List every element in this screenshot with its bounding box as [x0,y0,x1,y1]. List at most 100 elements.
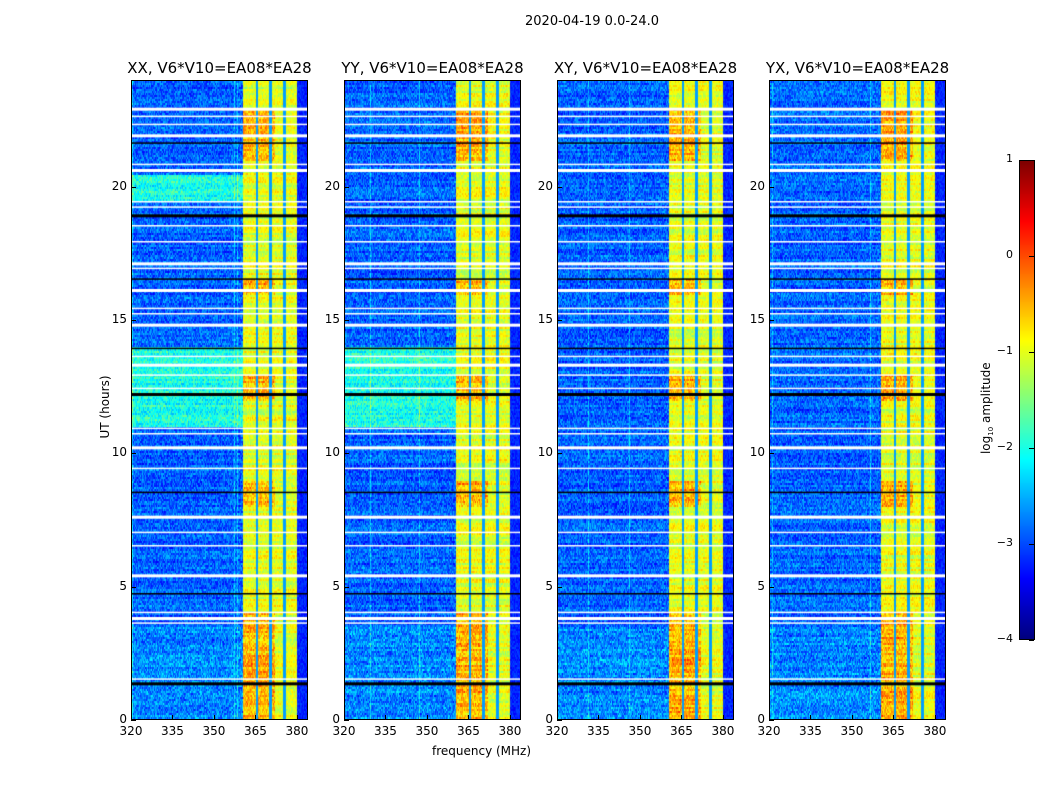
x-tick-label: 320 [757,724,781,738]
x-tick-label: 350 [628,724,652,738]
x-tick-label: 365 [670,724,693,738]
x-tick [426,715,428,720]
colorbar-tick-label: 0 [1006,248,1013,261]
heatmap-image [132,81,307,719]
x-tick [681,715,683,720]
y-tick-label: 15 [537,312,553,326]
colorbar-tick-label: 1 [1006,152,1013,165]
y-tick-label: 0 [757,712,765,726]
colorbar [1019,160,1035,640]
y-tick [344,453,349,455]
colorbar-tick [1029,352,1034,353]
heatmap-panel [344,80,521,720]
y-tick-label: 0 [545,712,553,726]
x-tick-label: 365 [882,724,905,738]
y-tick-label: 5 [545,578,553,593]
x-tick [213,715,215,720]
y-tick [344,720,349,721]
x-tick [851,715,853,720]
x-tick [934,715,936,720]
y-tick [344,320,349,321]
x-tick-label: 335 [374,724,397,738]
y-tick [344,586,349,588]
y-axis-label: UT (hours) [98,375,112,439]
x-tick-label: 380 [711,724,735,738]
y-tick-label: 20 [324,178,340,193]
x-tick-label: 335 [161,724,184,738]
y-tick [557,453,562,455]
y-tick [131,320,136,321]
colorbar-tick [1029,448,1034,449]
x-tick-label: 365 [457,724,480,738]
y-tick-label: 10 [537,445,553,460]
y-tick [769,586,774,588]
colorbar-tick [1029,256,1034,257]
x-tick-label: 350 [415,724,439,738]
x-tick-label: 380 [923,724,947,738]
x-tick-label: 335 [587,724,610,738]
x-tick [893,715,895,720]
x-tick-label: 350 [202,724,226,738]
x-tick-label: 320 [332,724,356,738]
colorbar-tick [1029,160,1034,161]
x-tick [468,715,470,720]
x-tick-label: 335 [799,724,822,738]
heatmap-panel [769,80,946,720]
y-tick-label: 0 [119,712,127,726]
x-tick [344,715,345,720]
y-tick [769,320,774,321]
x-tick [639,715,641,720]
x-tick [255,715,257,720]
y-tick [557,320,562,321]
colorbar-tick-label: −1 [996,344,1013,357]
x-tick [722,715,724,720]
y-tick-label: 10 [324,445,340,460]
y-tick [769,453,774,455]
panel-title: YX, V6*V10=EA08*EA28 [765,59,950,77]
y-tick [131,453,136,455]
x-tick-label: 380 [498,724,522,738]
x-tick [172,715,174,720]
heatmap-image [558,81,733,719]
x-tick-label: 320 [119,724,143,738]
y-tick-label: 20 [537,178,553,193]
y-tick [557,720,562,721]
y-tick [131,586,136,588]
colorbar-tick-label: −2 [996,440,1013,453]
x-tick [296,715,298,720]
y-tick [131,720,136,721]
colorbar-tick [1029,544,1034,545]
x-tick-label: 320 [545,724,569,738]
y-tick-label: 0 [332,712,340,726]
x-axis-label: frequency (MHz) [432,744,532,758]
y-tick-label: 10 [749,445,765,460]
y-tick [557,586,562,588]
heatmap-image [345,81,520,719]
y-tick-label: 5 [119,578,127,593]
colorbar-tick-label: −4 [996,632,1013,645]
y-tick-label: 15 [111,312,127,326]
y-tick-label: 15 [324,312,340,326]
panel-title: XX, V6*V10=EA08*EA28 [127,59,312,77]
panel-title: YY, V6*V10=EA08*EA28 [341,59,524,77]
y-tick-label: 20 [749,178,765,193]
y-tick-label: 5 [332,578,340,593]
y-tick-label: 5 [757,578,765,593]
x-tick-label: 365 [244,724,267,738]
colorbar-tick [1029,640,1034,641]
x-tick [385,715,387,720]
x-tick [769,715,770,720]
x-tick [557,715,558,720]
x-tick [131,715,132,720]
heatmap-panel [557,80,734,720]
suptitle: 2020-04-19 0.0-24.0 [525,14,659,29]
y-tick [769,186,774,188]
heatmap-image [770,81,945,719]
y-tick [131,186,136,188]
x-tick [810,715,812,720]
x-tick [509,715,511,720]
y-tick [769,720,774,721]
panel-title: XY, V6*V10=EA08*EA28 [553,59,738,77]
y-tick [344,186,349,188]
